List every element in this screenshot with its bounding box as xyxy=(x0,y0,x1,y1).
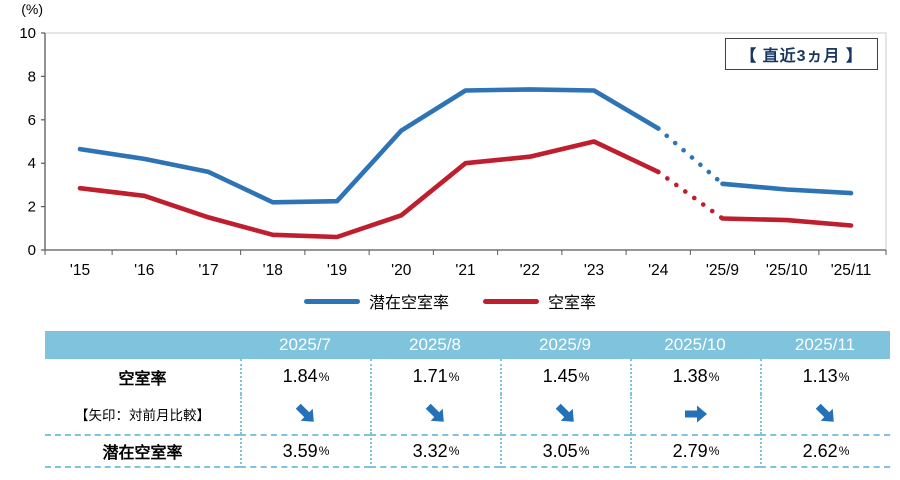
legend-line-blue-icon xyxy=(303,298,360,304)
vacancy-value: 1.71% xyxy=(370,359,500,394)
potential-value: 3.05% xyxy=(500,434,630,468)
potential-value: 2.79% xyxy=(630,434,760,468)
vacancy-rate-chart: 0 2 4 6 8 10 (%) '15 '16 '17 '18 '19 '20 '21 '22 '23 '24… xyxy=(19,1,887,279)
x-tick-label: '22 xyxy=(520,262,540,279)
x-tick-label: '15 xyxy=(70,262,90,279)
trend-arrow-icon xyxy=(683,401,709,427)
series-line-空室率 xyxy=(720,216,854,228)
x-tick-label: '25/10 xyxy=(766,262,808,279)
vacancy-value: 1.45% xyxy=(500,359,630,394)
y-tick-label: 2 xyxy=(28,199,36,216)
vacancy-value: 1.13% xyxy=(760,359,890,394)
table-header-empty xyxy=(45,331,240,359)
trend-arrow-icon xyxy=(813,401,839,427)
legend-line-red-icon xyxy=(483,298,539,304)
x-tick-label: '20 xyxy=(391,262,412,279)
potential-value: 2.62% xyxy=(760,434,890,468)
trend-arrow-cell xyxy=(760,394,890,434)
y-tick-label: 0 xyxy=(28,242,36,259)
x-tick-label: '23 xyxy=(584,262,604,279)
legend-label-vacancy: 空室率 xyxy=(548,295,597,312)
series-line-潜在空室率 xyxy=(77,87,661,205)
y-tick-label: 6 xyxy=(28,112,36,129)
trend-arrow-icon xyxy=(293,401,319,427)
legend-item-vacancy: 空室率 xyxy=(483,289,596,313)
vacancy-value: 1.84% xyxy=(240,359,370,394)
row-label-vacancy: 空室率 xyxy=(118,370,167,388)
table-header-month: 2025/11 xyxy=(760,331,890,359)
recent-3-months-label: 【 直近3ヵ月 】 xyxy=(725,38,878,70)
series-line-空室率 xyxy=(77,139,661,240)
series-line-空室率-dotted xyxy=(656,169,725,221)
x-tick-label: '17 xyxy=(198,262,218,279)
potential-value: 3.32% xyxy=(370,434,500,468)
x-tick-label: '24 xyxy=(648,262,669,279)
x-tick-label: '16 xyxy=(134,262,154,279)
trend-arrow-cell xyxy=(500,394,630,434)
table-header-month: 2025/8 xyxy=(370,331,500,359)
y-tick-label: 8 xyxy=(28,68,36,85)
monthly-rate-table: 2025/7 2025/8 2025/9 2025/10 2025/11 空室率… xyxy=(45,331,890,468)
y-tick-label: 10 xyxy=(19,25,36,42)
chart-canvas: 0 2 4 6 8 10 (%) '15 '16 '17 '18 '19 '20 '21 '22 '23 '24… xyxy=(19,1,887,279)
chart-legend: 潜在空室率 空室率 xyxy=(0,285,900,317)
potential-value: 3.59% xyxy=(240,434,370,468)
series-line-潜在空室率 xyxy=(720,181,854,196)
table-header-month: 2025/7 xyxy=(240,331,370,359)
vacancy-value: 1.38% xyxy=(630,359,760,394)
row-label-potential: 潜在空室率 xyxy=(45,434,240,468)
table-header-month: 2025/9 xyxy=(500,331,630,359)
y-axis-unit: (%) xyxy=(21,1,43,17)
trend-arrow-icon xyxy=(423,401,449,427)
legend-label-potential: 潜在空室率 xyxy=(368,295,449,312)
legend-item-potential: 潜在空室率 xyxy=(303,289,449,313)
trend-arrow-cell xyxy=(370,394,500,434)
trend-arrow-cell xyxy=(630,394,760,434)
x-tick-label: '25/11 xyxy=(831,262,872,279)
trend-arrow-cell xyxy=(240,394,370,434)
x-tick-label: '25/9 xyxy=(706,262,739,279)
table-header-month: 2025/10 xyxy=(630,331,760,359)
x-tick-label: '19 xyxy=(327,262,347,279)
x-tick-label: '21 xyxy=(455,262,475,279)
y-tick-label: 4 xyxy=(28,155,36,172)
x-tick-label: '18 xyxy=(263,262,283,279)
series-line-潜在空室率-dotted xyxy=(656,126,725,187)
row-label-arrow-note: 【矢印：対前月比較】 xyxy=(75,408,210,423)
trend-arrow-icon xyxy=(553,401,579,427)
